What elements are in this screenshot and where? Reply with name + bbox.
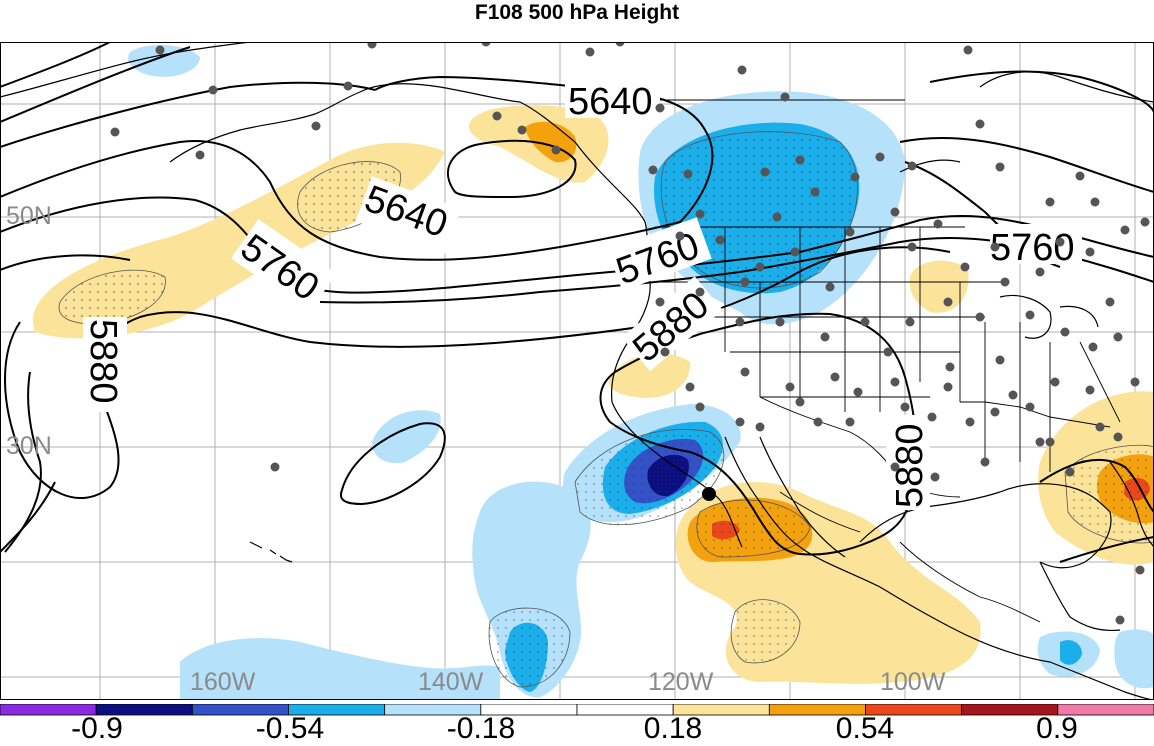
colorbar-tick: -0.9 bbox=[71, 712, 123, 745]
lat-label-50n: 50N bbox=[6, 202, 52, 230]
anomaly-outlines bbox=[58, 131, 1154, 688]
contour-label-5760-c: 5760 bbox=[990, 227, 1075, 269]
target-location-marker bbox=[702, 487, 716, 501]
colorbar-tick: 0.9 bbox=[1036, 712, 1078, 745]
height-contours bbox=[0, 42, 1154, 563]
contour-label-5640-a: 5640 bbox=[568, 81, 653, 123]
lon-label-160w: 160W bbox=[190, 668, 256, 696]
colorbar-tick: 0.54 bbox=[835, 712, 895, 745]
contour-label-5880-a: 5880 bbox=[82, 319, 124, 404]
colorbar bbox=[0, 704, 1154, 716]
map-title: F108 500 hPa Height bbox=[474, 1, 680, 24]
colorbar-tick: -0.54 bbox=[255, 712, 325, 745]
colorbar-tick: -0.18 bbox=[446, 712, 516, 745]
lon-label-140w: 140W bbox=[418, 668, 484, 696]
lon-label-100w: 100W bbox=[880, 668, 946, 696]
lat-label-30n: 30N bbox=[6, 432, 52, 460]
state-borders bbox=[650, 99, 1121, 623]
lon-label-120w: 120W bbox=[648, 668, 714, 696]
station-dots bbox=[110, 42, 1150, 625]
map-panel: 5640 5640 5760 5760 5760 5880 5880 5880 bbox=[0, 42, 1154, 700]
colorbar-tick: 0.18 bbox=[643, 712, 703, 745]
